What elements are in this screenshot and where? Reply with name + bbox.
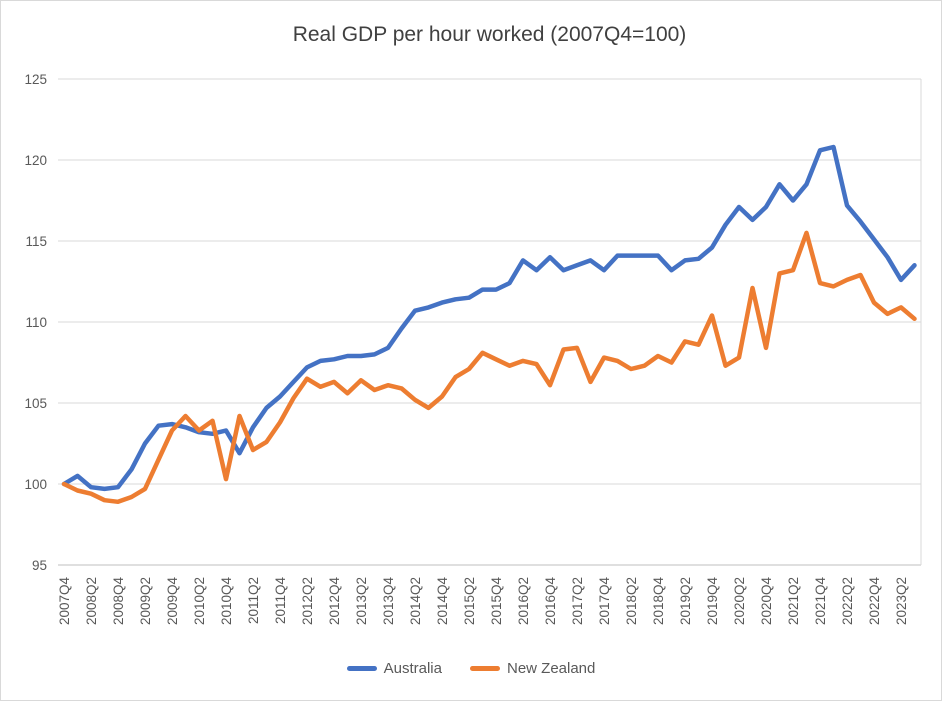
x-axis-label: 2019Q4 [705, 577, 720, 626]
x-axis-label: 2021Q4 [813, 577, 828, 626]
x-axis-label: 2016Q2 [516, 577, 531, 625]
y-axis-label: 100 [24, 477, 47, 492]
y-axis-label: 95 [32, 558, 47, 573]
chart-title: Real GDP per hour worked (2007Q4=100) [292, 23, 687, 46]
x-axis-label: 2018Q4 [651, 577, 666, 626]
x-axis-label: 2021Q2 [786, 577, 801, 625]
x-axis-label: 2012Q4 [327, 577, 342, 626]
x-axis-label: 2014Q2 [408, 577, 423, 625]
y-axis-label: 105 [24, 396, 47, 411]
x-axis-label: 2022Q4 [867, 577, 882, 626]
legend-label-new-zealand: New Zealand [506, 660, 596, 677]
x-axis-label: 2016Q4 [543, 577, 558, 626]
x-axis-label: 2015Q4 [489, 577, 504, 626]
x-axis-label: 2020Q4 [759, 577, 774, 626]
y-axis-label: 120 [24, 153, 47, 168]
y-axis-label: 115 [25, 234, 47, 249]
australia-line-swatch [346, 666, 377, 671]
x-axis-label: 2008Q4 [111, 577, 126, 626]
x-axis-label: 2009Q4 [165, 577, 180, 626]
x-axis-label: 2011Q4 [273, 577, 288, 625]
x-axis-label: 2010Q2 [192, 577, 207, 625]
y-axis-label: 125 [24, 72, 47, 87]
x-axis-label: 2013Q4 [381, 577, 396, 626]
x-axis-label: 2022Q2 [840, 577, 855, 625]
chart-legend: Australia New Zealand [1, 660, 941, 677]
x-axis-label: 2014Q4 [435, 577, 450, 626]
x-axis-label: 2020Q2 [732, 577, 747, 625]
legend-label-australia: Australia [383, 660, 442, 677]
x-axis-label: 2017Q4 [597, 577, 612, 626]
x-axis-label: 2013Q2 [354, 577, 369, 625]
x-axis-label: 2008Q2 [84, 577, 99, 625]
x-axis-label: 2023Q2 [894, 577, 909, 625]
new-zealand-line [61, 230, 917, 505]
x-axis-label: 2011Q2 [246, 577, 261, 624]
x-axis-label: 2018Q2 [624, 577, 639, 625]
legend-item-australia[interactable]: Australia [346, 660, 442, 677]
x-axis-label: 2015Q2 [462, 577, 477, 625]
new-zealand-line-swatch [469, 666, 500, 671]
x-axis-label: 2017Q2 [570, 577, 585, 625]
x-axis-label: 2007Q4 [57, 577, 72, 626]
x-axis-label: 2019Q2 [678, 577, 693, 625]
x-axis-label: 2012Q2 [300, 577, 315, 625]
y-axis-label: 110 [25, 315, 47, 330]
x-axis-label: 2010Q4 [219, 577, 234, 626]
x-axis-label: 2009Q2 [138, 577, 153, 625]
legend-item-new-zealand[interactable]: New Zealand [469, 660, 596, 677]
australia-line [61, 144, 917, 492]
